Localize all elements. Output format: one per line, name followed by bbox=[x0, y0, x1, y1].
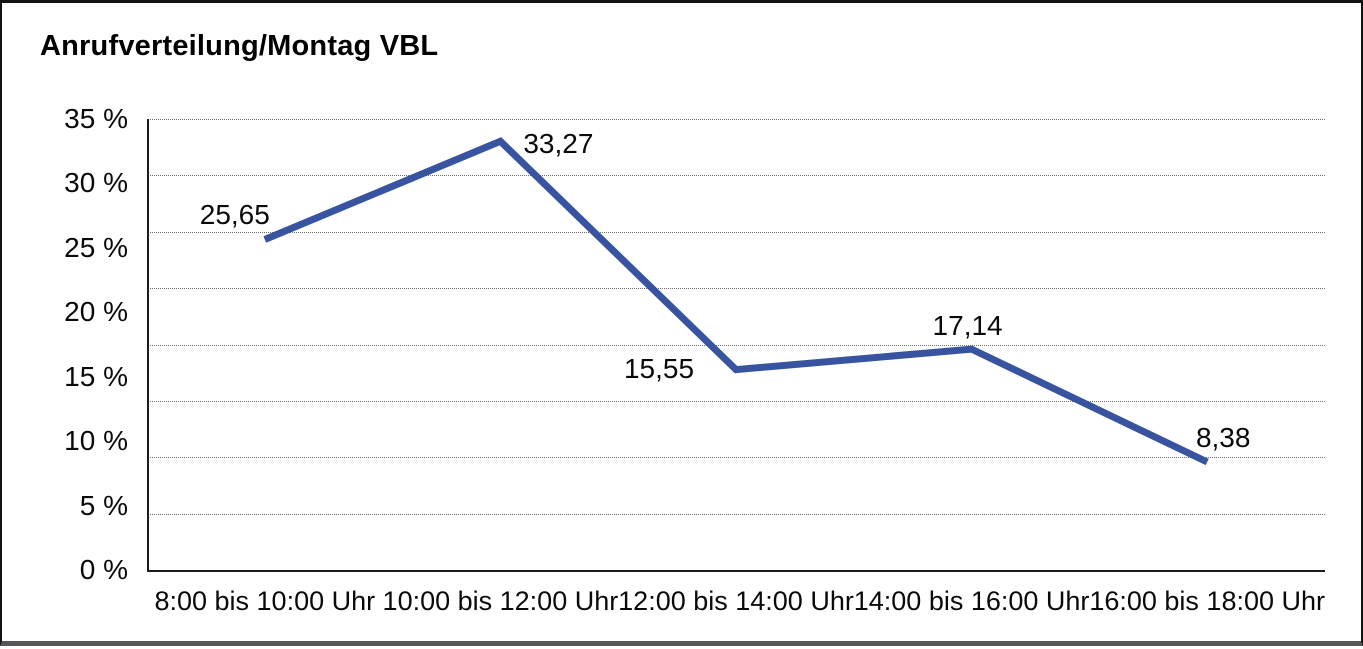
series-polyline bbox=[263, 137, 1209, 466]
horizontal-gridline bbox=[147, 288, 1325, 290]
horizontal-gridline bbox=[147, 231, 1325, 233]
data-point-label: 17,14 bbox=[932, 310, 1003, 342]
x-tick-label: 14:00 bis 16:00 Uhr bbox=[853, 586, 1090, 616]
horizontal-gridline bbox=[147, 400, 1325, 402]
plot-area: 35 % 30 % 25 % 20 % 15 % 10 % 5 % 0 % 8:00 bis … bbox=[2, 3, 1363, 649]
y-tick-label: 15 % bbox=[64, 360, 128, 392]
y-tick-label: 10 % bbox=[64, 425, 128, 457]
y-tick-label: 0 % bbox=[79, 554, 128, 585]
data-point-label: 15,55 bbox=[623, 352, 695, 384]
y-tick-label: 20 % bbox=[64, 296, 128, 328]
y-tick-label: 35 % bbox=[64, 103, 128, 134]
horizontal-gridline bbox=[147, 175, 1325, 177]
horizontal-gridline bbox=[147, 119, 1325, 120]
x-tick-label: 16:00 bis 18:00 Uhr bbox=[1089, 586, 1326, 616]
y-tick-label: 25 % bbox=[64, 231, 128, 263]
data-point-label: 25,65 bbox=[199, 199, 270, 231]
y-axis-line bbox=[147, 119, 149, 570]
horizontal-gridline bbox=[147, 457, 1325, 459]
horizontal-gridline bbox=[147, 344, 1325, 346]
horizontal-gridline bbox=[147, 513, 1325, 515]
data-series-line bbox=[263, 137, 1209, 466]
x-tick-label: 10:00 bis 12:00 Uhr bbox=[382, 586, 619, 616]
chart-title: Anrufverteilung/Montag VBL bbox=[40, 30, 439, 62]
x-axis-line bbox=[147, 570, 1325, 572]
x-tick-label: 8:00 bis 10:00 Uhr bbox=[154, 586, 376, 616]
data-point-label: 33,27 bbox=[523, 128, 594, 160]
x-tick-label: 12:00 bis 14:00 Uhr bbox=[618, 586, 854, 616]
y-tick-label: 5 % bbox=[79, 489, 128, 521]
y-tick-label: 30 % bbox=[64, 167, 128, 199]
data-point-label: 8,38 bbox=[1195, 422, 1251, 454]
